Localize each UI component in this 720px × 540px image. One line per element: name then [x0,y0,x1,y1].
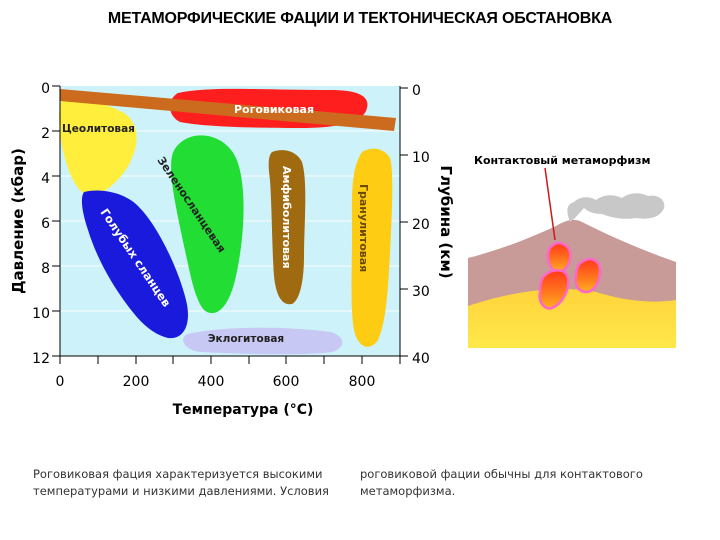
geotherm-band [60,89,396,131]
contact-label-pointer [544,167,556,241]
right-axis-label: Глубина (км) [437,165,455,278]
page-title: МЕТАМОРФИЧЕСКИЕ ФАЦИИ И ТЕКТОНИЧЕСКАЯ ОБ… [107,10,613,27]
left-axis-label: Давление (кбар) [9,148,27,294]
right-axis [399,86,408,357]
crust-ground [468,285,676,348]
left-tick-label: 8 [41,261,50,277]
left-tick-label: 4 [41,171,50,187]
left-tick-label: 6 [41,216,50,232]
left-tick-label: 2 [41,126,50,142]
amphibolite-label: Амфиболитовая [280,166,293,269]
bottom-tick-label: 600 [273,374,300,390]
zeolite-label: Цеолитовая [62,123,135,135]
amphibolite-facies-region [268,150,306,305]
magma-chamber [546,241,572,274]
eclogite-facies-region [183,327,343,355]
zeolite-facies-region [59,98,137,197]
granulite-label: Гранулитовая [357,184,370,272]
magma-chamber [574,258,602,294]
right-tick-label: 20 [412,217,430,233]
magma-chamber [538,269,570,310]
right-tick-label: 10 [412,150,430,166]
caption-left: Роговиковая фация характеризуется высоки… [33,467,329,498]
eclogite-label: Эклогитовая [208,333,284,345]
left-tick-label: 0 [41,81,50,97]
bottom-tick-label: 0 [56,374,65,390]
left-axis [52,85,61,357]
eruption-plume [567,193,665,222]
left-tick-label: 12 [32,351,50,367]
bottom-tick-label: 800 [349,374,376,390]
left-tick-label: 10 [32,306,50,322]
bottom-tick-label: 200 [123,374,150,390]
right-tick-label: 30 [412,284,430,300]
hornfels-label: Роговиковая [234,103,314,116]
contact-metamorphism-panel: Контактовый метаморфизм [468,154,676,348]
bottom-axis [59,355,401,364]
right-tick-label: 40 [412,351,430,367]
contact-metamorphism-label: Контактовый метаморфизм [474,154,650,167]
caption-right: роговиковой фации обычны для контактовог… [360,467,643,498]
bottom-tick-label: 400 [198,374,225,390]
granulite-facies-region [351,148,393,347]
right-tick-label: 0 [412,83,421,99]
greenschist-facies-region [171,135,244,314]
volcano-crust [468,219,676,306]
blueschist-facies-region [81,190,188,339]
bottom-axis-label: Температура (°С) [173,402,314,418]
